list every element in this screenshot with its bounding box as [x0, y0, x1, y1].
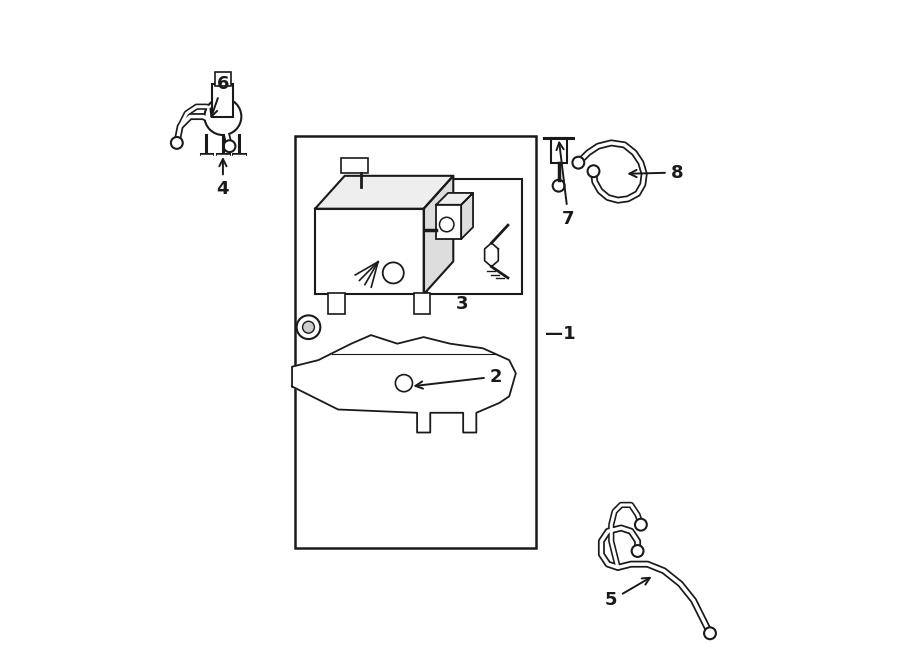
Polygon shape: [484, 243, 499, 266]
Circle shape: [632, 545, 644, 557]
Text: —1: —1: [545, 325, 576, 343]
Bar: [341, 158, 368, 173]
Circle shape: [704, 627, 716, 639]
Text: 6: 6: [211, 75, 230, 116]
Circle shape: [588, 165, 599, 177]
Circle shape: [382, 262, 404, 284]
Text: 2: 2: [416, 368, 502, 389]
Circle shape: [553, 180, 564, 192]
Polygon shape: [315, 176, 454, 209]
Circle shape: [635, 519, 647, 531]
Polygon shape: [436, 193, 473, 205]
Text: 3: 3: [455, 295, 468, 313]
Text: 4: 4: [217, 159, 230, 198]
Circle shape: [302, 321, 314, 333]
Polygon shape: [424, 176, 454, 294]
Bar: [212, 84, 233, 116]
Polygon shape: [292, 335, 516, 432]
Circle shape: [204, 98, 241, 135]
Circle shape: [297, 315, 320, 339]
Text: 5: 5: [605, 578, 650, 609]
Circle shape: [223, 140, 236, 152]
Bar: [295, 136, 536, 548]
Text: 8: 8: [629, 163, 683, 182]
Bar: [328, 293, 345, 314]
Bar: [427, 179, 522, 294]
Polygon shape: [461, 193, 473, 239]
Circle shape: [171, 137, 183, 149]
Bar: [551, 137, 566, 163]
Circle shape: [395, 375, 412, 392]
Bar: [414, 293, 430, 314]
Circle shape: [572, 157, 584, 169]
Bar: [215, 73, 230, 86]
Circle shape: [439, 217, 454, 232]
Bar: [436, 205, 461, 239]
Polygon shape: [315, 209, 424, 294]
Text: 7: 7: [556, 143, 575, 227]
